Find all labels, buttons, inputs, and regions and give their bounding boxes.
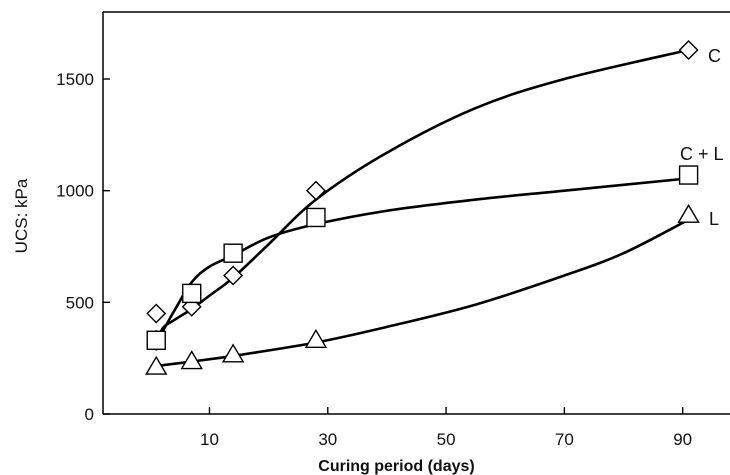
curve-c (154, 48, 690, 351)
y-tick-label: 0 (85, 405, 94, 424)
series-curves (154, 48, 690, 368)
y-tick-label: 1000 (56, 182, 94, 201)
series-markers (145, 39, 700, 375)
point-l (304, 328, 328, 348)
point-c (678, 39, 699, 60)
x-tick-label: 30 (318, 430, 337, 449)
x-tick-label: 50 (437, 430, 456, 449)
y-tick-label: 500 (66, 293, 94, 312)
point-c-l (678, 165, 699, 185)
x-tick-label: 10 (200, 430, 219, 449)
series-label-c-l: C + L (680, 144, 724, 164)
point-c (305, 180, 326, 201)
curve-l (154, 218, 690, 368)
point-c (146, 303, 167, 324)
point-c-l (306, 207, 326, 228)
x-tick-label: 70 (555, 430, 574, 449)
series-label-l: L (709, 209, 719, 229)
x-tick-label: 90 (673, 430, 692, 449)
series-labels: C C + L L (680, 46, 724, 229)
point-l (221, 343, 245, 363)
series-label-c: C (708, 46, 721, 66)
curve-c-l (154, 177, 690, 335)
point-l (180, 350, 203, 370)
x-axis-title: Curing period (days) (318, 458, 474, 475)
point-l (145, 355, 168, 375)
point-c (223, 265, 244, 286)
point-c-l (223, 243, 243, 263)
point-c-l (182, 283, 202, 304)
axes: 0 500 1000 1500 10 30 50 70 90 (56, 11, 730, 449)
y-tick-label: 1500 (56, 70, 94, 89)
point-c-l (146, 330, 166, 350)
y-axis-title: UCS: kPa (12, 178, 31, 253)
point-l (677, 203, 700, 223)
